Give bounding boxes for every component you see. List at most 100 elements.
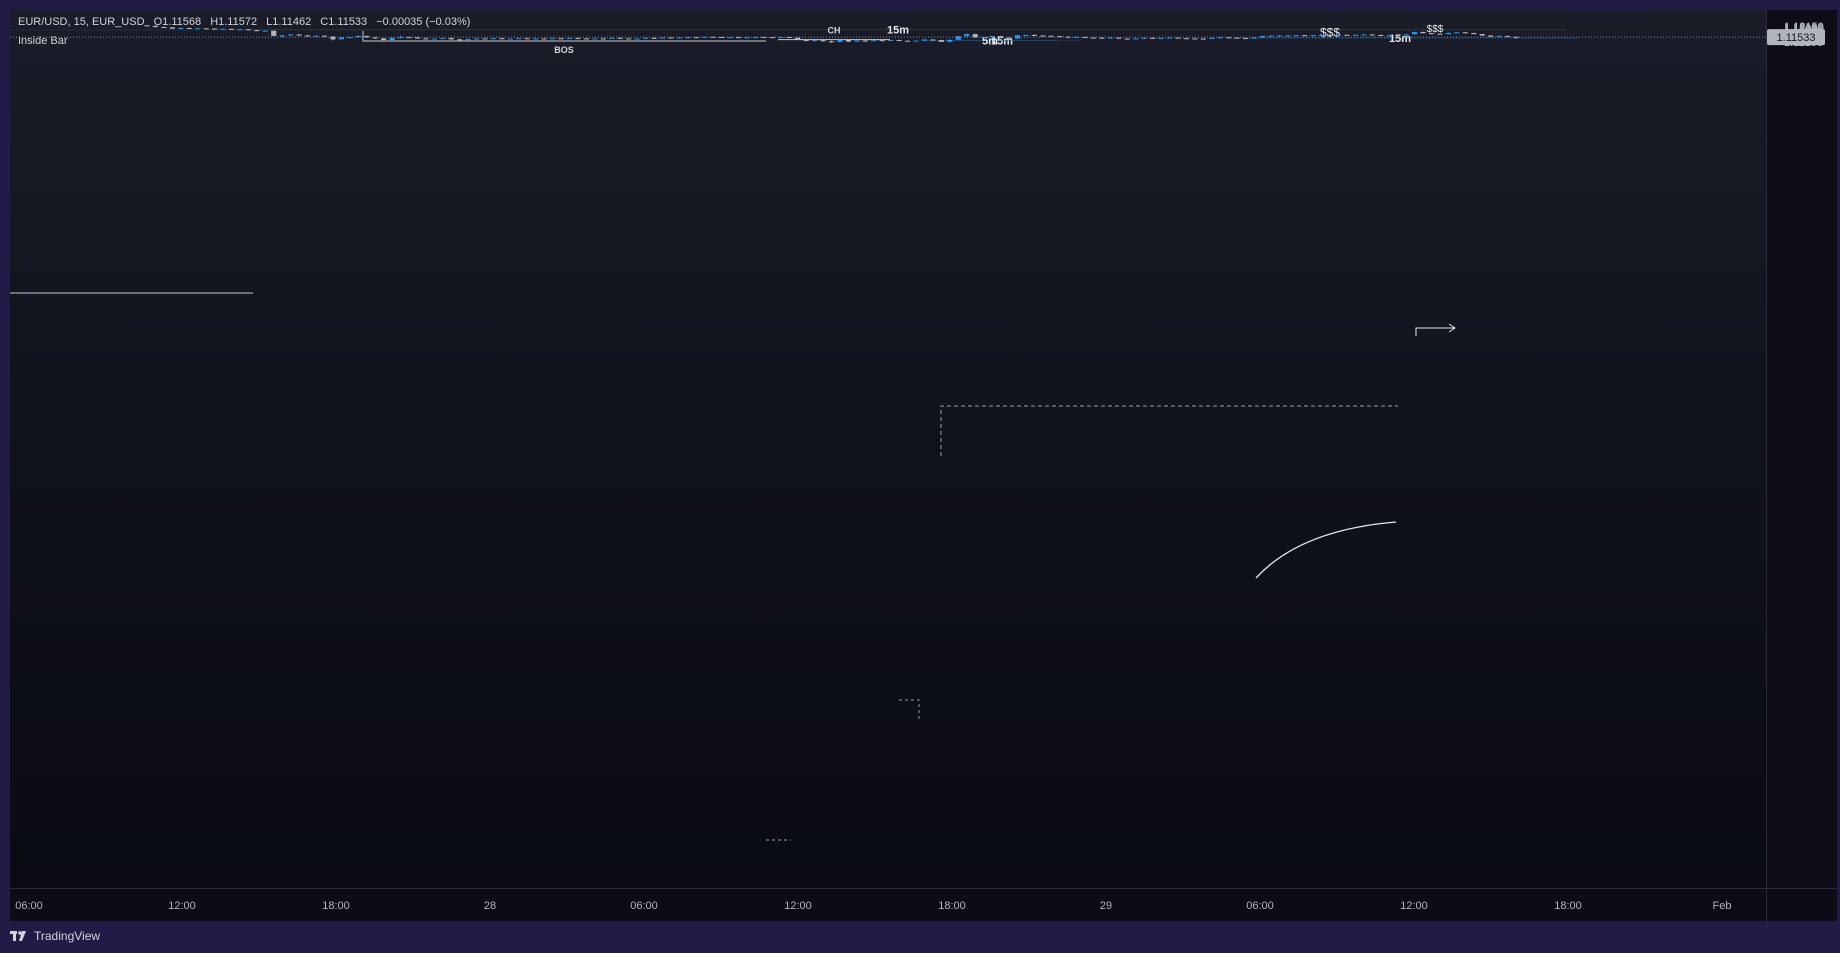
candle-body[interactable] [752, 36, 759, 38]
candle-body[interactable] [575, 38, 581, 40]
candle-body[interactable] [212, 28, 218, 30]
candle-body[interactable] [516, 38, 522, 40]
candle-body[interactable] [651, 37, 657, 39]
candle-body[interactable] [1183, 38, 1190, 40]
candle-body[interactable] [693, 37, 699, 39]
candle-body[interactable] [955, 36, 961, 40]
candle-body[interactable] [1124, 38, 1130, 40]
candle-body[interactable] [617, 37, 623, 39]
candle-body[interactable] [1090, 37, 1097, 39]
candle-body[interactable] [254, 30, 260, 32]
candle-body[interactable] [1378, 35, 1384, 36]
candle-body[interactable] [769, 37, 775, 39]
candle-body[interactable] [634, 38, 640, 40]
candle-body[interactable] [195, 28, 201, 30]
candle-body[interactable] [786, 36, 792, 38]
candle-body[interactable] [583, 38, 590, 40]
candle-body[interactable] [1268, 35, 1274, 37]
candle-body[interactable] [1319, 35, 1325, 36]
candle-body[interactable] [1454, 32, 1460, 34]
candle-body[interactable] [1057, 36, 1063, 38]
candle-body[interactable] [533, 38, 539, 40]
candle-body[interactable] [659, 37, 666, 39]
zone-box[interactable] [1228, 37, 1578, 39]
candle-body[interactable] [913, 40, 919, 42]
candle-body[interactable] [473, 38, 480, 40]
candle-body[interactable] [1209, 37, 1215, 39]
candle-body[interactable] [431, 38, 437, 40]
candle-body[interactable] [1200, 38, 1206, 40]
candle-body[interactable] [1437, 33, 1443, 35]
candle-body[interactable] [152, 25, 159, 28]
candle-body[interactable] [1141, 37, 1147, 39]
candle-body[interactable] [288, 34, 294, 36]
candle-body[interactable] [626, 38, 632, 40]
candle-body[interactable] [457, 39, 463, 41]
zone-box[interactable] [205, 29, 1565, 31]
candle-body[interactable] [820, 40, 826, 42]
candle-body[interactable] [237, 29, 243, 31]
candle-body[interactable] [313, 35, 319, 37]
candle-body[interactable] [609, 37, 615, 39]
candle-body[interactable] [541, 38, 547, 40]
candle-body[interactable] [406, 37, 412, 39]
candle-body[interactable] [1116, 37, 1122, 39]
candle-body[interactable] [600, 38, 606, 40]
candle-body[interactable] [1226, 37, 1232, 39]
bos-line[interactable] [362, 30, 766, 42]
candle-body[interactable] [1471, 33, 1477, 35]
candle-body[interactable] [178, 27, 184, 29]
candle-body[interactable] [423, 38, 429, 40]
candle-body[interactable] [161, 27, 167, 29]
candle-body[interactable] [550, 38, 556, 40]
candle-body[interactable] [964, 34, 970, 37]
candle-body[interactable] [1352, 34, 1359, 36]
candle-body[interactable] [1048, 35, 1054, 37]
candle-body[interactable] [727, 37, 733, 39]
candle-body[interactable] [1445, 32, 1451, 35]
candle-body[interactable] [879, 40, 885, 42]
candle-body[interactable] [1462, 32, 1468, 34]
candle-body[interactable] [1082, 36, 1088, 38]
candle-body[interactable] [642, 37, 649, 39]
candle-body[interactable] [507, 38, 513, 40]
candle-body[interactable] [355, 35, 361, 38]
chart-panel[interactable] [10, 10, 1766, 888]
candle-body[interactable] [1166, 37, 1173, 39]
candle-body[interactable] [1428, 33, 1435, 35]
candle-body[interactable] [1006, 37, 1012, 39]
candle-body[interactable] [1310, 35, 1316, 37]
candle-body[interactable] [186, 27, 192, 29]
candle-body[interactable] [1192, 38, 1198, 40]
candle-body[interactable] [296, 34, 302, 36]
candle-body[interactable] [1014, 35, 1021, 39]
candle-body[interactable] [871, 40, 877, 42]
candle-body[interactable] [1302, 35, 1308, 37]
candle-body[interactable] [490, 38, 497, 40]
symbol-line[interactable]: EUR/USD, 15, EUR_USD [18, 16, 145, 28]
candle-body[interactable] [795, 37, 801, 40]
candle-body[interactable] [735, 37, 742, 39]
candle-body[interactable] [220, 28, 226, 30]
candle-body[interactable] [1420, 31, 1426, 34]
candle-body[interactable] [1327, 35, 1333, 36]
candle-body[interactable] [1217, 37, 1223, 39]
candle-body[interactable] [1386, 35, 1392, 37]
candle-body[interactable] [1395, 35, 1401, 37]
candle-body[interactable] [1133, 38, 1139, 40]
candle-body[interactable] [778, 36, 784, 38]
candle-body[interactable] [1403, 34, 1409, 36]
candle-body[interactable] [1158, 38, 1164, 40]
candle-body[interactable] [364, 35, 370, 38]
candle-body[interactable] [710, 36, 716, 38]
candle-body[interactable] [1361, 34, 1367, 36]
candle-body[interactable] [921, 39, 928, 41]
candle-body[interactable] [1242, 38, 1249, 40]
candle-body[interactable] [566, 38, 573, 40]
candle-body[interactable] [1369, 34, 1375, 36]
zone-box[interactable] [922, 40, 1058, 42]
candle-body[interactable] [837, 40, 843, 43]
candle-body[interactable] [1488, 35, 1494, 37]
candle-body[interactable] [414, 37, 421, 39]
